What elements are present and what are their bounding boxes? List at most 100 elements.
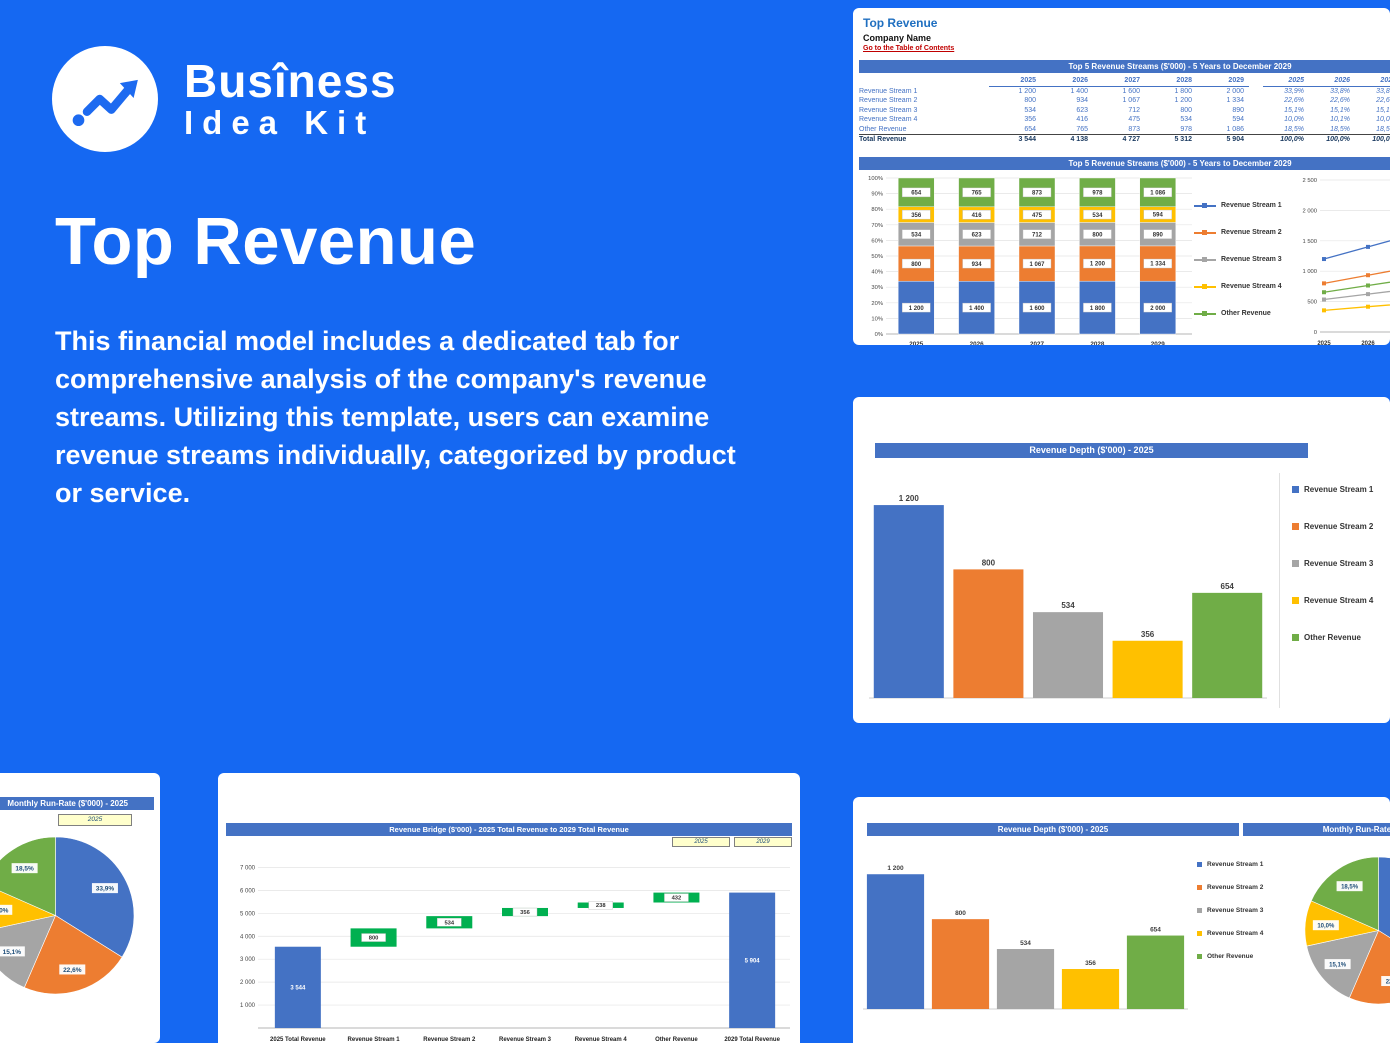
svg-text:15,1%: 15,1%: [3, 949, 22, 956]
svg-text:Revenue Stream 4: Revenue Stream 4: [575, 1037, 628, 1043]
table-cell: [859, 76, 989, 87]
svg-text:30%: 30%: [871, 285, 883, 291]
svg-text:2029 Total Revenue: 2029 Total Revenue: [724, 1037, 780, 1043]
depth-chart-header: Revenue Depth ($'000) - 2025: [875, 443, 1308, 458]
brand: Busîness Idea Kit: [52, 46, 397, 152]
sheet-title: Top Revenue: [863, 16, 938, 30]
year-selector[interactable]: 2029: [734, 837, 792, 847]
table-cell: 22,6%: [1330, 97, 1350, 104]
svg-text:18,5%: 18,5%: [1341, 885, 1359, 891]
svg-text:1 000: 1 000: [240, 1003, 256, 1009]
run-rate-pie-chart: 33,9%22,6%15,1%10,0%18,5%: [1301, 853, 1390, 1008]
table-cell: 2026: [1309, 76, 1355, 87]
svg-text:Revenue Stream 1: Revenue Stream 1: [348, 1037, 401, 1043]
svg-text:800: 800: [955, 910, 966, 917]
bridge-header: Revenue Bridge ($'000) - 2025 Total Reve…: [226, 823, 792, 836]
table-row: Revenue Stream 4 356 416 475 534 594 10,0% 10,1…: [859, 115, 1390, 125]
legend-item: Revenue Stream 1: [1292, 485, 1373, 494]
table-cell: [1249, 135, 1263, 145]
table-cell: 33,8%: [1376, 87, 1390, 95]
table-cell: [1249, 125, 1263, 135]
table-cell: 416: [1076, 116, 1088, 123]
year-selector[interactable]: 2025: [58, 814, 132, 826]
table-cell: 356: [1024, 116, 1036, 123]
table-cell: 33,8%: [1330, 87, 1350, 95]
page-title: Top Revenue: [55, 204, 477, 279]
table-cell: 15,1%: [1284, 106, 1304, 114]
panel-revenue-depth: Revenue Depth ($'000) - 2025 1 200 800 534…: [853, 397, 1390, 723]
table-cell: 765: [1076, 125, 1088, 133]
svg-text:4 000: 4 000: [240, 934, 256, 940]
svg-text:594: 594: [1153, 213, 1164, 219]
table-cell: 10,1%: [1330, 116, 1350, 123]
table-cell: 15,1%: [1376, 106, 1390, 114]
svg-text:2029: 2029: [1151, 341, 1166, 345]
svg-text:800: 800: [911, 262, 922, 268]
company-name: Company Name: [863, 33, 932, 43]
svg-text:534: 534: [1061, 601, 1075, 610]
table-header: Top 5 Revenue Streams ($'000) - 5 Years …: [859, 60, 1390, 73]
table-cell: 475: [1128, 116, 1140, 123]
table-cell: 2025: [1263, 76, 1309, 87]
svg-text:90%: 90%: [871, 192, 883, 198]
svg-text:50%: 50%: [871, 254, 883, 260]
table-cell: 4 727: [1122, 136, 1140, 143]
table-cell: 15,1%: [1330, 106, 1350, 114]
svg-text:534: 534: [1092, 213, 1103, 219]
table-row: Revenue Stream 2 800 934 1 067 1 200 1 334 22,…: [859, 96, 1390, 106]
svg-text:712: 712: [1032, 232, 1043, 238]
svg-text:5 000: 5 000: [240, 911, 256, 917]
svg-text:6 000: 6 000: [240, 888, 256, 894]
svg-text:2025 Total Revenue: 2025 Total Revenue: [270, 1037, 326, 1043]
table-cell: [1249, 115, 1263, 125]
table-row: Other Revenue 654 765 873 978 1 086 18,5% 18,5%…: [859, 125, 1390, 135]
svg-text:1 200: 1 200: [1090, 262, 1106, 268]
table-cell: 934: [1076, 97, 1088, 104]
table-cell: 2025: [989, 76, 1041, 87]
table-cell: Revenue Stream 3: [859, 106, 918, 114]
chart-area: 1 200 800 534 356 654 Revenue Stream 1 Revenu…: [869, 473, 1373, 708]
svg-text:2027: 2027: [1030, 341, 1045, 345]
table-cell: 100,0%: [1280, 136, 1304, 143]
table-row: Revenue Stream 3 534 623 712 800 890 15,1% 15,1…: [859, 106, 1390, 116]
year-selector[interactable]: 2025: [672, 837, 730, 847]
table-cell: 1 400: [1070, 87, 1088, 95]
svg-text:100%: 100%: [868, 176, 883, 182]
svg-text:800: 800: [982, 558, 996, 567]
chart-legend: Revenue Stream 1 Revenue Stream 2 Revenue …: [1279, 473, 1373, 708]
svg-text:1 400: 1 400: [969, 306, 985, 312]
legend-item: Revenue Stream 4: [1197, 930, 1263, 937]
chart-legend: Revenue Stream 1 Revenue Stream 2 Revenue …: [1197, 861, 1263, 976]
table-cell: 3 544: [1018, 136, 1036, 143]
svg-text:1 200: 1 200: [899, 494, 920, 503]
table-cell: 10,0%: [1284, 116, 1304, 123]
svg-text:18,5%: 18,5%: [15, 866, 34, 873]
legend-item: Revenue Stream 1: [1194, 202, 1290, 209]
chart-area: 0% 10% 20% 30% 40% 50% 60% 70% 80% 90% 100% 1 200 80…: [859, 172, 1390, 345]
svg-text:500: 500: [1307, 300, 1317, 306]
svg-text:40%: 40%: [871, 270, 883, 276]
table-cell: 712: [1128, 106, 1140, 114]
table-cell: Revenue Stream 2: [859, 97, 918, 104]
svg-text:534: 534: [1020, 940, 1031, 947]
svg-text:356: 356: [520, 910, 530, 916]
svg-text:654: 654: [911, 191, 922, 197]
svg-text:623: 623: [972, 232, 983, 238]
bridge-waterfall-chart: 1 000 2 000 3 000 4 000 5 000 6 000 7 000 3 544…: [226, 850, 792, 1043]
svg-text:238: 238: [596, 903, 606, 909]
toc-link[interactable]: Go to the Table of Contents: [863, 45, 955, 52]
table-cell: 534: [1024, 106, 1036, 114]
svg-text:1 334: 1 334: [1150, 262, 1166, 268]
svg-text:800: 800: [369, 936, 379, 942]
table-cell: 534: [1180, 116, 1192, 123]
svg-text:5 904: 5 904: [745, 958, 761, 964]
svg-text:2 500: 2 500: [1302, 178, 1317, 184]
svg-text:1 800: 1 800: [1090, 306, 1106, 312]
panel-revenue-bridge: Revenue Bridge ($'000) - 2025 Total Reve…: [218, 773, 800, 1043]
table-cell: 5 904: [1226, 136, 1244, 143]
legend-item: Revenue Stream 2: [1194, 229, 1290, 236]
svg-text:10%: 10%: [871, 316, 883, 322]
table-cell: 18,5%: [1284, 125, 1304, 133]
